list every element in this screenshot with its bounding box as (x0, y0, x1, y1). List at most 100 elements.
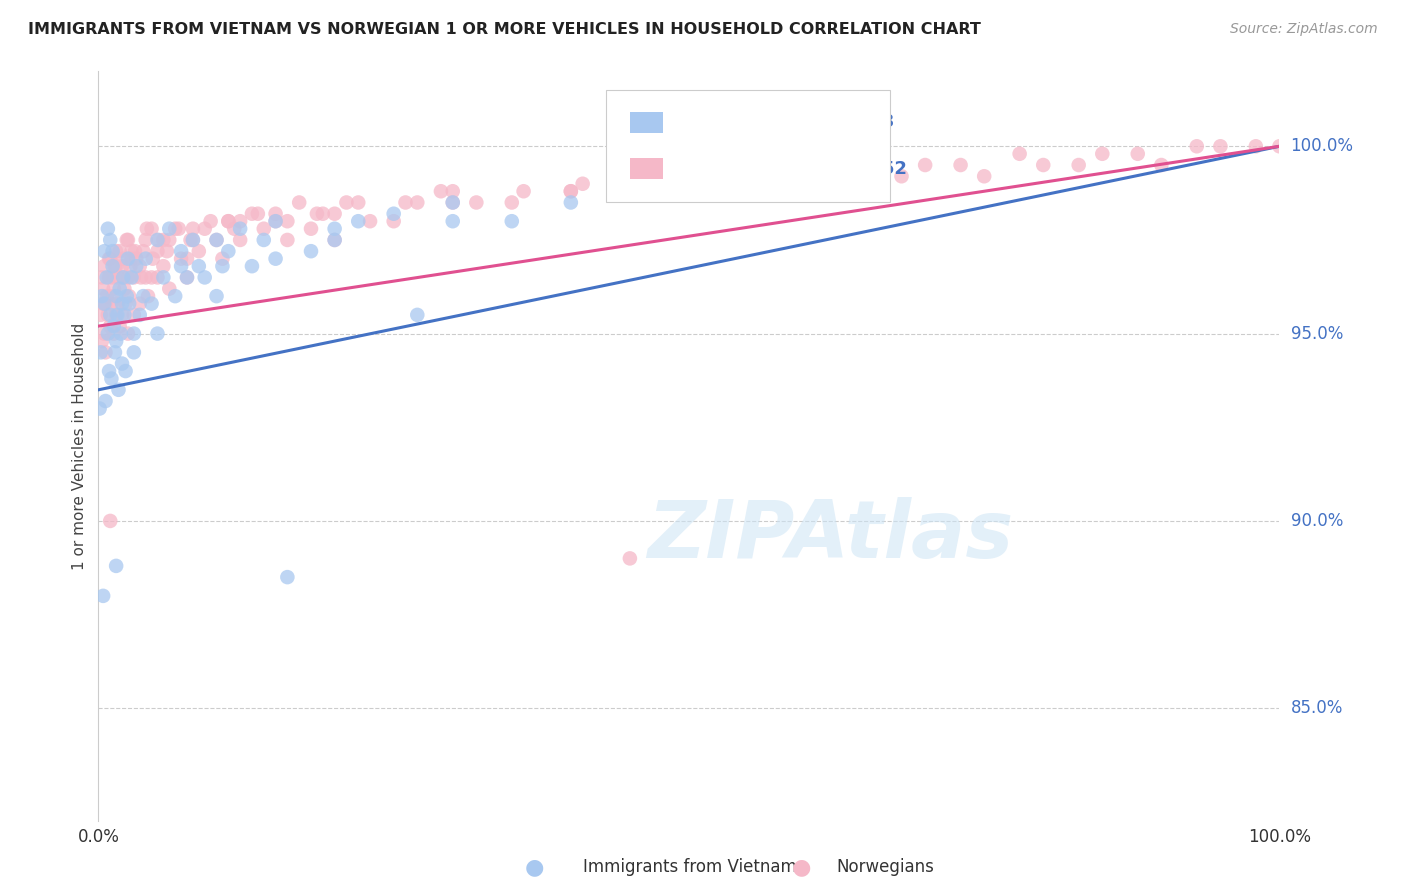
Point (114, 364, 136, 378)
Point (104, 259, 127, 273)
Point (93, 259, 115, 273)
Text: R = 0.680   N = 152: R = 0.680 N = 152 (710, 160, 907, 178)
Point (104, 345, 127, 359)
Point (217, 214, 239, 228)
Point (91, 270, 114, 285)
Point (152, 270, 174, 285)
Point (90, 345, 112, 359)
Point (128, 259, 150, 273)
Point (1091, 146, 1114, 161)
Point (335, 195, 357, 210)
Point (229, 233, 252, 247)
Point (94, 394, 117, 409)
Point (406, 308, 429, 322)
Text: ●: ● (792, 857, 811, 877)
Point (93, 244, 115, 259)
Point (141, 221, 163, 235)
Point (156, 244, 179, 259)
Point (117, 326, 139, 341)
Point (117, 270, 139, 285)
Point (406, 195, 429, 210)
Point (97, 221, 120, 235)
Point (619, 551, 641, 566)
Point (1185, 139, 1208, 153)
Point (181, 233, 204, 247)
Point (89, 401, 111, 416)
Point (165, 221, 187, 235)
Point (120, 259, 142, 273)
Point (323, 233, 346, 247)
Point (97, 308, 120, 322)
Point (105, 259, 128, 273)
Point (121, 252, 143, 266)
Point (323, 221, 346, 235)
Point (98, 514, 121, 528)
Point (122, 345, 145, 359)
Point (630, 184, 652, 198)
Point (1032, 158, 1054, 172)
Point (394, 195, 416, 210)
Point (702, 169, 724, 184)
Point (855, 177, 877, 191)
Point (560, 184, 582, 198)
Point (101, 259, 124, 273)
Text: IMMIGRANTS FROM VIETNAM VS NORWEGIAN 1 OR MORE VEHICLES IN HOUSEHOLD CORRELATION: IMMIGRANTS FROM VIETNAM VS NORWEGIAN 1 O… (28, 22, 981, 37)
Text: 95.0%: 95.0% (1291, 325, 1343, 343)
Point (105, 558, 128, 573)
Point (128, 296, 150, 310)
Point (430, 184, 453, 198)
Point (115, 233, 138, 247)
Point (141, 296, 163, 310)
Point (108, 282, 131, 296)
Point (112, 270, 135, 285)
Point (187, 259, 209, 273)
Point (181, 233, 204, 247)
Point (105, 334, 128, 348)
Point (890, 169, 912, 184)
Point (107, 383, 129, 397)
Point (205, 233, 228, 247)
Point (180, 233, 202, 247)
Point (229, 214, 252, 228)
Point (125, 252, 148, 266)
Point (205, 233, 228, 247)
Point (501, 214, 523, 228)
Point (914, 158, 936, 172)
FancyBboxPatch shape (606, 90, 890, 202)
Point (217, 214, 239, 228)
Point (949, 158, 972, 172)
Point (94, 345, 117, 359)
Point (441, 184, 464, 198)
Point (382, 207, 405, 221)
Point (253, 221, 276, 235)
Point (103, 282, 125, 296)
Point (229, 221, 252, 235)
Point (124, 244, 146, 259)
Point (571, 177, 593, 191)
Point (132, 244, 155, 259)
Text: Norwegians: Norwegians (837, 858, 935, 876)
Point (98, 308, 121, 322)
Point (170, 244, 193, 259)
Point (253, 233, 276, 247)
Point (98, 319, 121, 334)
Point (1244, 139, 1267, 153)
Point (224, 221, 246, 235)
Point (136, 289, 159, 303)
FancyBboxPatch shape (630, 158, 664, 179)
Point (194, 270, 217, 285)
Point (91, 282, 114, 296)
Point (512, 184, 534, 198)
Point (105, 296, 128, 310)
Point (105, 289, 128, 303)
Point (91, 289, 114, 303)
Point (796, 169, 818, 184)
Point (98, 270, 121, 285)
Point (101, 289, 124, 303)
Point (103, 326, 125, 341)
Point (211, 259, 233, 273)
Point (264, 252, 287, 266)
Point (146, 244, 169, 259)
Text: 85.0%: 85.0% (1291, 699, 1343, 717)
Point (240, 259, 263, 273)
